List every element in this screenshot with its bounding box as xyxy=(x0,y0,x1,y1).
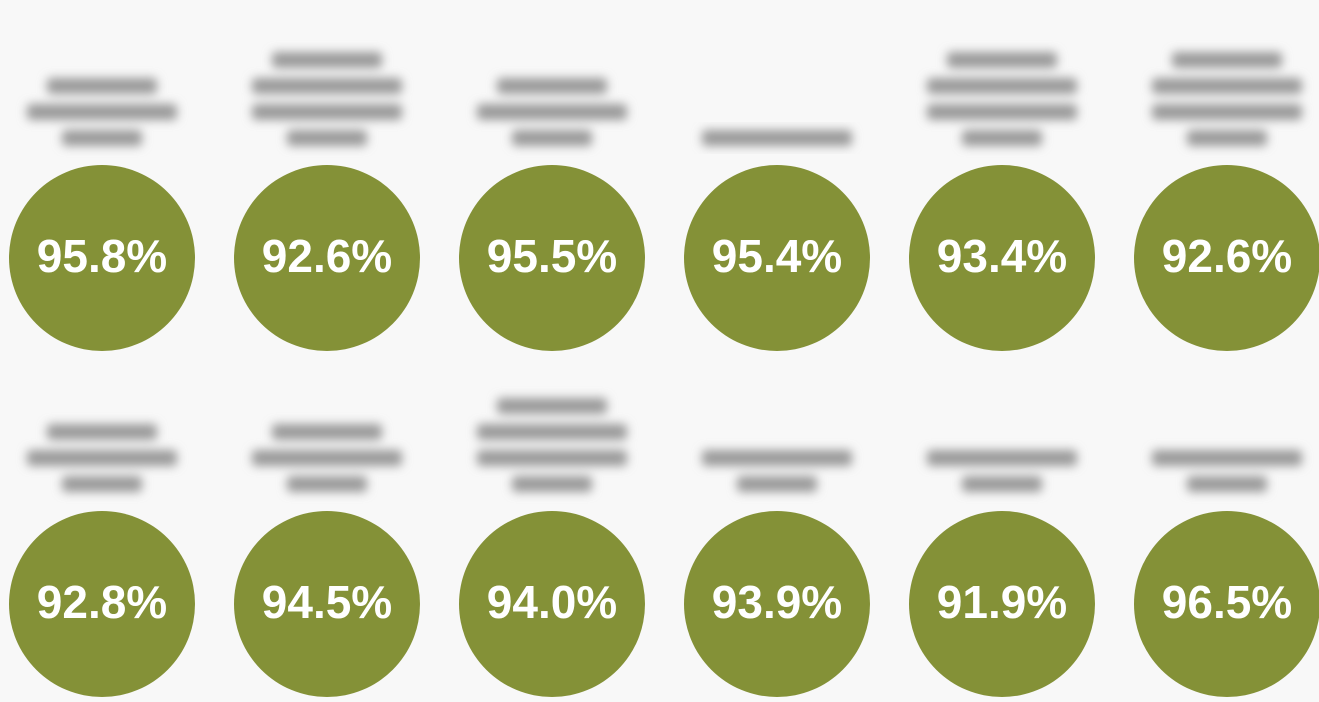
blurred-caption xyxy=(477,78,627,146)
caption-line xyxy=(1152,78,1302,94)
tile: 92.8% xyxy=(9,424,195,697)
caption-line xyxy=(702,130,852,146)
caption-line xyxy=(1152,450,1302,466)
caption-line xyxy=(497,78,607,94)
score-circle xyxy=(9,511,195,697)
tile: 92.6% xyxy=(234,52,420,351)
blurred-caption xyxy=(927,52,1077,146)
score-circle xyxy=(684,165,870,351)
caption-line xyxy=(287,130,367,146)
score-circle xyxy=(909,511,1095,697)
caption-line xyxy=(272,52,382,68)
tile: 96.5% xyxy=(1134,450,1319,697)
blurred-caption xyxy=(702,450,852,492)
caption-line xyxy=(252,104,402,120)
score-circle xyxy=(459,511,645,697)
caption-line xyxy=(62,476,142,492)
caption-line xyxy=(1187,130,1267,146)
caption-line xyxy=(62,130,142,146)
caption-line xyxy=(287,476,367,492)
caption-line xyxy=(252,450,402,466)
blurred-caption xyxy=(1152,450,1302,492)
caption-line xyxy=(1172,52,1282,68)
caption-line xyxy=(27,104,177,120)
caption-line xyxy=(927,450,1077,466)
tile: 95.8% xyxy=(9,78,195,351)
caption-line xyxy=(497,398,607,414)
blurred-caption xyxy=(702,130,852,146)
score-circle xyxy=(234,165,420,351)
caption-line xyxy=(47,78,157,94)
blurred-caption xyxy=(1152,52,1302,146)
caption-line xyxy=(737,476,817,492)
score-value: 93.9% xyxy=(712,576,842,628)
caption-line xyxy=(477,104,627,120)
tile: 93.4% xyxy=(909,52,1095,351)
tile: 94.0% xyxy=(459,398,645,697)
score-value: 92.6% xyxy=(262,230,392,282)
tile: 93.9% xyxy=(684,450,870,697)
score-circle xyxy=(1134,165,1319,351)
caption-line xyxy=(47,424,157,440)
blurred-caption xyxy=(477,398,627,492)
blurred-caption xyxy=(927,450,1077,492)
caption-line xyxy=(947,52,1057,68)
blurred-caption xyxy=(252,52,402,146)
tile: 92.6% xyxy=(1134,52,1319,351)
caption-line xyxy=(702,450,852,466)
score-value: 92.6% xyxy=(1162,230,1292,282)
score-circle xyxy=(459,165,645,351)
caption-line xyxy=(1187,476,1267,492)
score-value: 95.4% xyxy=(712,230,842,282)
score-value: 94.5% xyxy=(262,576,392,628)
score-value: 93.4% xyxy=(937,230,1067,282)
caption-line xyxy=(962,476,1042,492)
caption-line xyxy=(512,130,592,146)
score-value: 95.8% xyxy=(37,230,167,282)
caption-line xyxy=(962,130,1042,146)
caption-line xyxy=(477,424,627,440)
score-value: 92.8% xyxy=(37,576,167,628)
score-circle xyxy=(234,511,420,697)
score-circle xyxy=(1134,511,1319,697)
blurred-caption xyxy=(252,424,402,492)
score-value: 91.9% xyxy=(937,576,1067,628)
caption-line xyxy=(252,78,402,94)
tile: 94.5% xyxy=(234,424,420,697)
caption-line xyxy=(27,450,177,466)
blurred-caption xyxy=(27,424,177,492)
score-circle xyxy=(909,165,1095,351)
caption-line xyxy=(477,450,627,466)
caption-line xyxy=(512,476,592,492)
caption-line xyxy=(927,78,1077,94)
caption-line xyxy=(272,424,382,440)
score-circle xyxy=(684,511,870,697)
tile: 91.9% xyxy=(909,450,1095,697)
score-circle xyxy=(9,165,195,351)
caption-line xyxy=(927,104,1077,120)
score-value: 95.5% xyxy=(487,230,617,282)
score-value: 94.0% xyxy=(487,576,617,628)
caption-line xyxy=(1152,104,1302,120)
score-value: 96.5% xyxy=(1162,576,1292,628)
tile: 95.4% xyxy=(684,130,870,351)
blurred-caption xyxy=(27,78,177,146)
tile: 95.5% xyxy=(459,78,645,351)
